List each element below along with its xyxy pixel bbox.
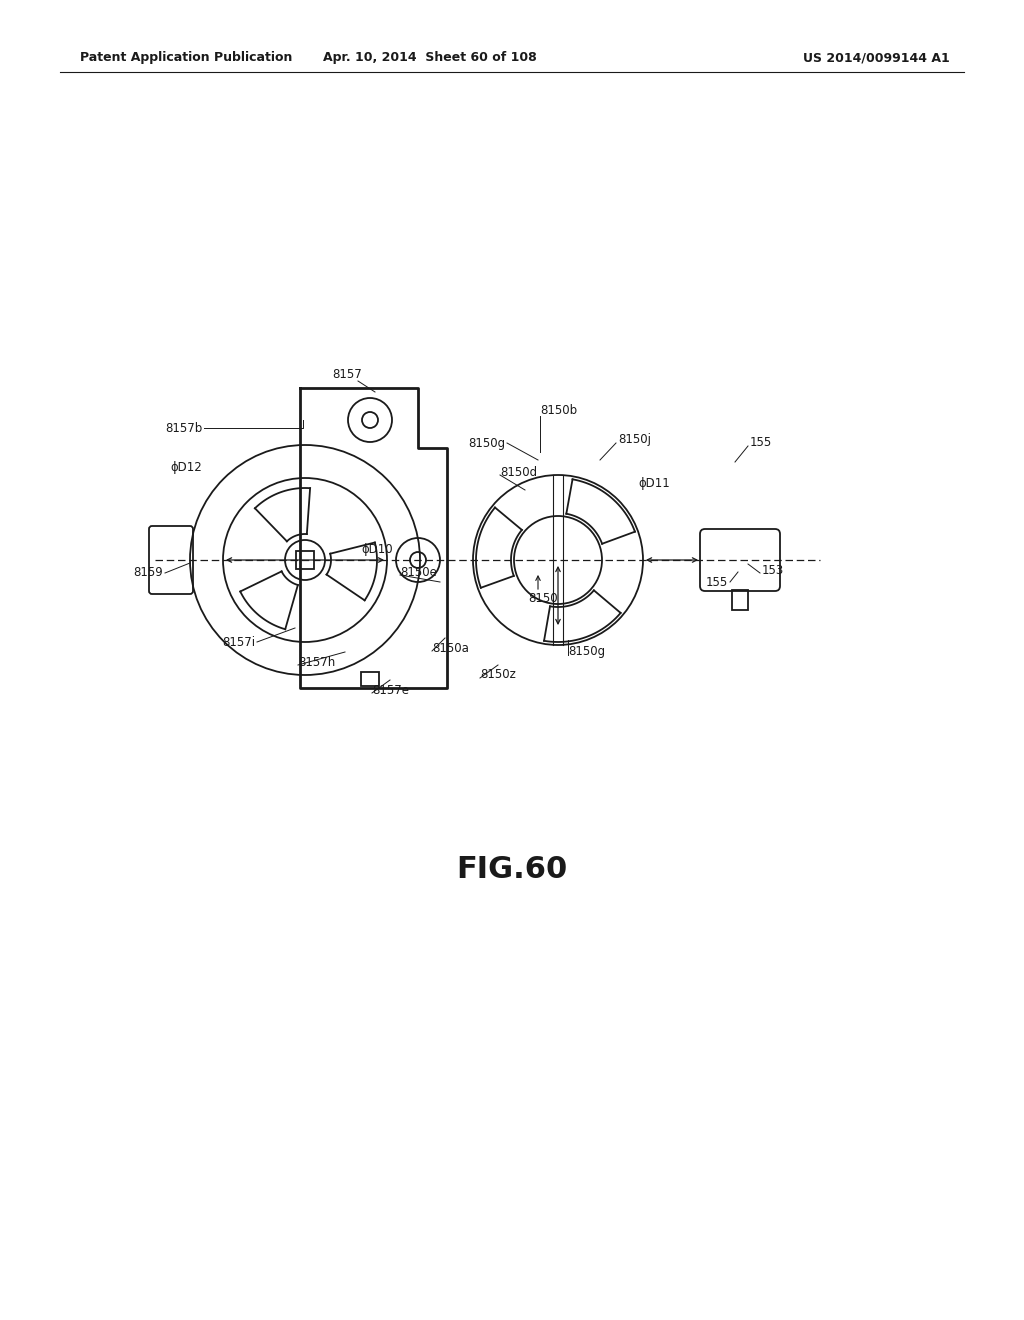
Text: 8157i: 8157i xyxy=(222,635,255,648)
Text: 8150: 8150 xyxy=(528,591,558,605)
Text: US 2014/0099144 A1: US 2014/0099144 A1 xyxy=(803,51,950,65)
Text: 155: 155 xyxy=(750,437,772,450)
Text: 153: 153 xyxy=(762,564,784,577)
Text: 8150b: 8150b xyxy=(540,404,578,417)
Text: 8157b: 8157b xyxy=(165,421,202,434)
Text: 8150g: 8150g xyxy=(468,437,505,450)
Text: 8157h: 8157h xyxy=(298,656,335,669)
Text: 8159: 8159 xyxy=(133,566,163,579)
Text: 8150e: 8150e xyxy=(400,565,437,578)
Text: 8150d: 8150d xyxy=(500,466,538,479)
Text: Apr. 10, 2014  Sheet 60 of 108: Apr. 10, 2014 Sheet 60 of 108 xyxy=(324,51,537,65)
Text: Patent Application Publication: Patent Application Publication xyxy=(80,51,293,65)
Text: 8157: 8157 xyxy=(332,368,361,381)
Text: 8150g: 8150g xyxy=(568,645,605,659)
Text: FIG.60: FIG.60 xyxy=(457,855,567,884)
Text: ϕD12: ϕD12 xyxy=(170,462,202,474)
Bar xyxy=(296,550,314,569)
Text: 8150j: 8150j xyxy=(618,433,651,446)
Text: ϕD11: ϕD11 xyxy=(638,477,670,490)
Text: 8157e: 8157e xyxy=(372,684,409,697)
Text: 8150a: 8150a xyxy=(432,642,469,655)
Text: 8150z: 8150z xyxy=(480,668,516,681)
Bar xyxy=(732,590,748,610)
Bar xyxy=(361,672,379,686)
Text: ϕD10: ϕD10 xyxy=(361,544,393,557)
Text: 155: 155 xyxy=(706,576,728,589)
